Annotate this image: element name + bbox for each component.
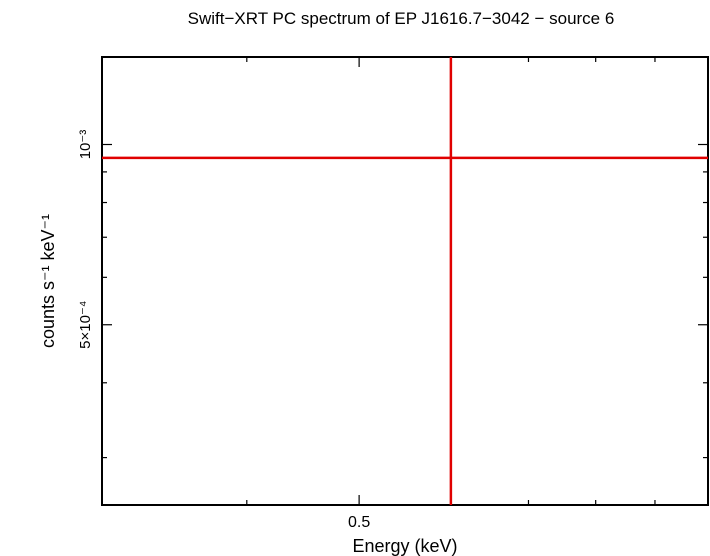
y-axis-label: counts s⁻¹ keV⁻¹	[38, 214, 58, 348]
chart-title: Swift−XRT PC spectrum of EP J1616.7−3042…	[188, 9, 615, 28]
axis-ticks: 0.5 5×10⁻⁴ 10⁻³	[77, 57, 708, 531]
y-tick-label: 5×10⁻⁴	[77, 301, 94, 349]
plot-frame	[101, 56, 709, 506]
x-axis-label: Energy (keV)	[352, 536, 457, 556]
y-tick-label: 10⁻³	[77, 130, 94, 160]
data-series	[102, 57, 708, 505]
x-tick-label: 0.5	[348, 514, 370, 531]
